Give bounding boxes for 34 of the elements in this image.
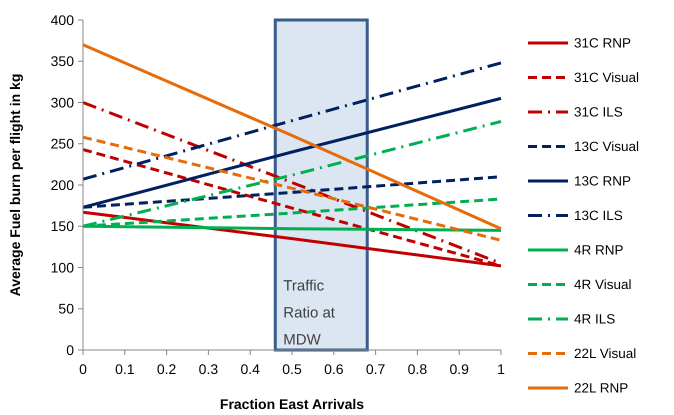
legend-label: 4R RNP: [574, 242, 624, 258]
y-tick-label: 400: [50, 12, 74, 28]
legend-label: 13C Visual: [574, 139, 640, 154]
y-tick-label: 0: [66, 342, 74, 358]
x-tick-label: 0.5: [282, 361, 302, 377]
legend-label: 22L RNP: [574, 380, 628, 396]
y-tick-label: 50: [58, 300, 74, 317]
y-tick-label: 200: [50, 176, 74, 193]
legend-label: 31C ILS: [574, 104, 623, 120]
legend-label: 13C RNP: [574, 174, 632, 189]
y-tick-label: 250: [50, 136, 74, 152]
x-tick-label: 0.7: [366, 361, 386, 377]
x-tick-label: 0: [79, 361, 88, 377]
legend-label: 31C Visual: [574, 70, 640, 86]
x-tick-label: 1: [497, 361, 506, 377]
legend-label: 4R ILS: [574, 312, 616, 327]
band-label: Traffic Ratio at MDW: [283, 278, 336, 349]
y-tick-label: 150: [50, 218, 74, 234]
x-tick-label: 0.1: [115, 361, 135, 377]
y-tick-label: 350: [50, 53, 74, 70]
x-tick-label: 0.8: [408, 361, 428, 377]
y-tick-label: 300: [50, 94, 74, 110]
legend-label: 31C RNP: [574, 36, 632, 51]
x-tick-label: 0.4: [240, 361, 260, 377]
x-axis-title: Fraction East Arrivals: [220, 396, 364, 412]
x-tick-label: 0.6: [324, 361, 344, 377]
y-tick-label: 100: [50, 259, 74, 276]
x-tick-label: 0.3: [198, 361, 218, 377]
x-tick-label: 0.2: [156, 361, 177, 377]
y-axis-title: Average Fuel burn per flight in kg: [7, 74, 23, 296]
legend-label: 4R Visual: [574, 277, 632, 292]
legend-label: 13C ILS: [574, 208, 623, 224]
legend-label: 22L Visual: [574, 346, 636, 362]
x-tick-label: 0.9: [449, 361, 470, 377]
